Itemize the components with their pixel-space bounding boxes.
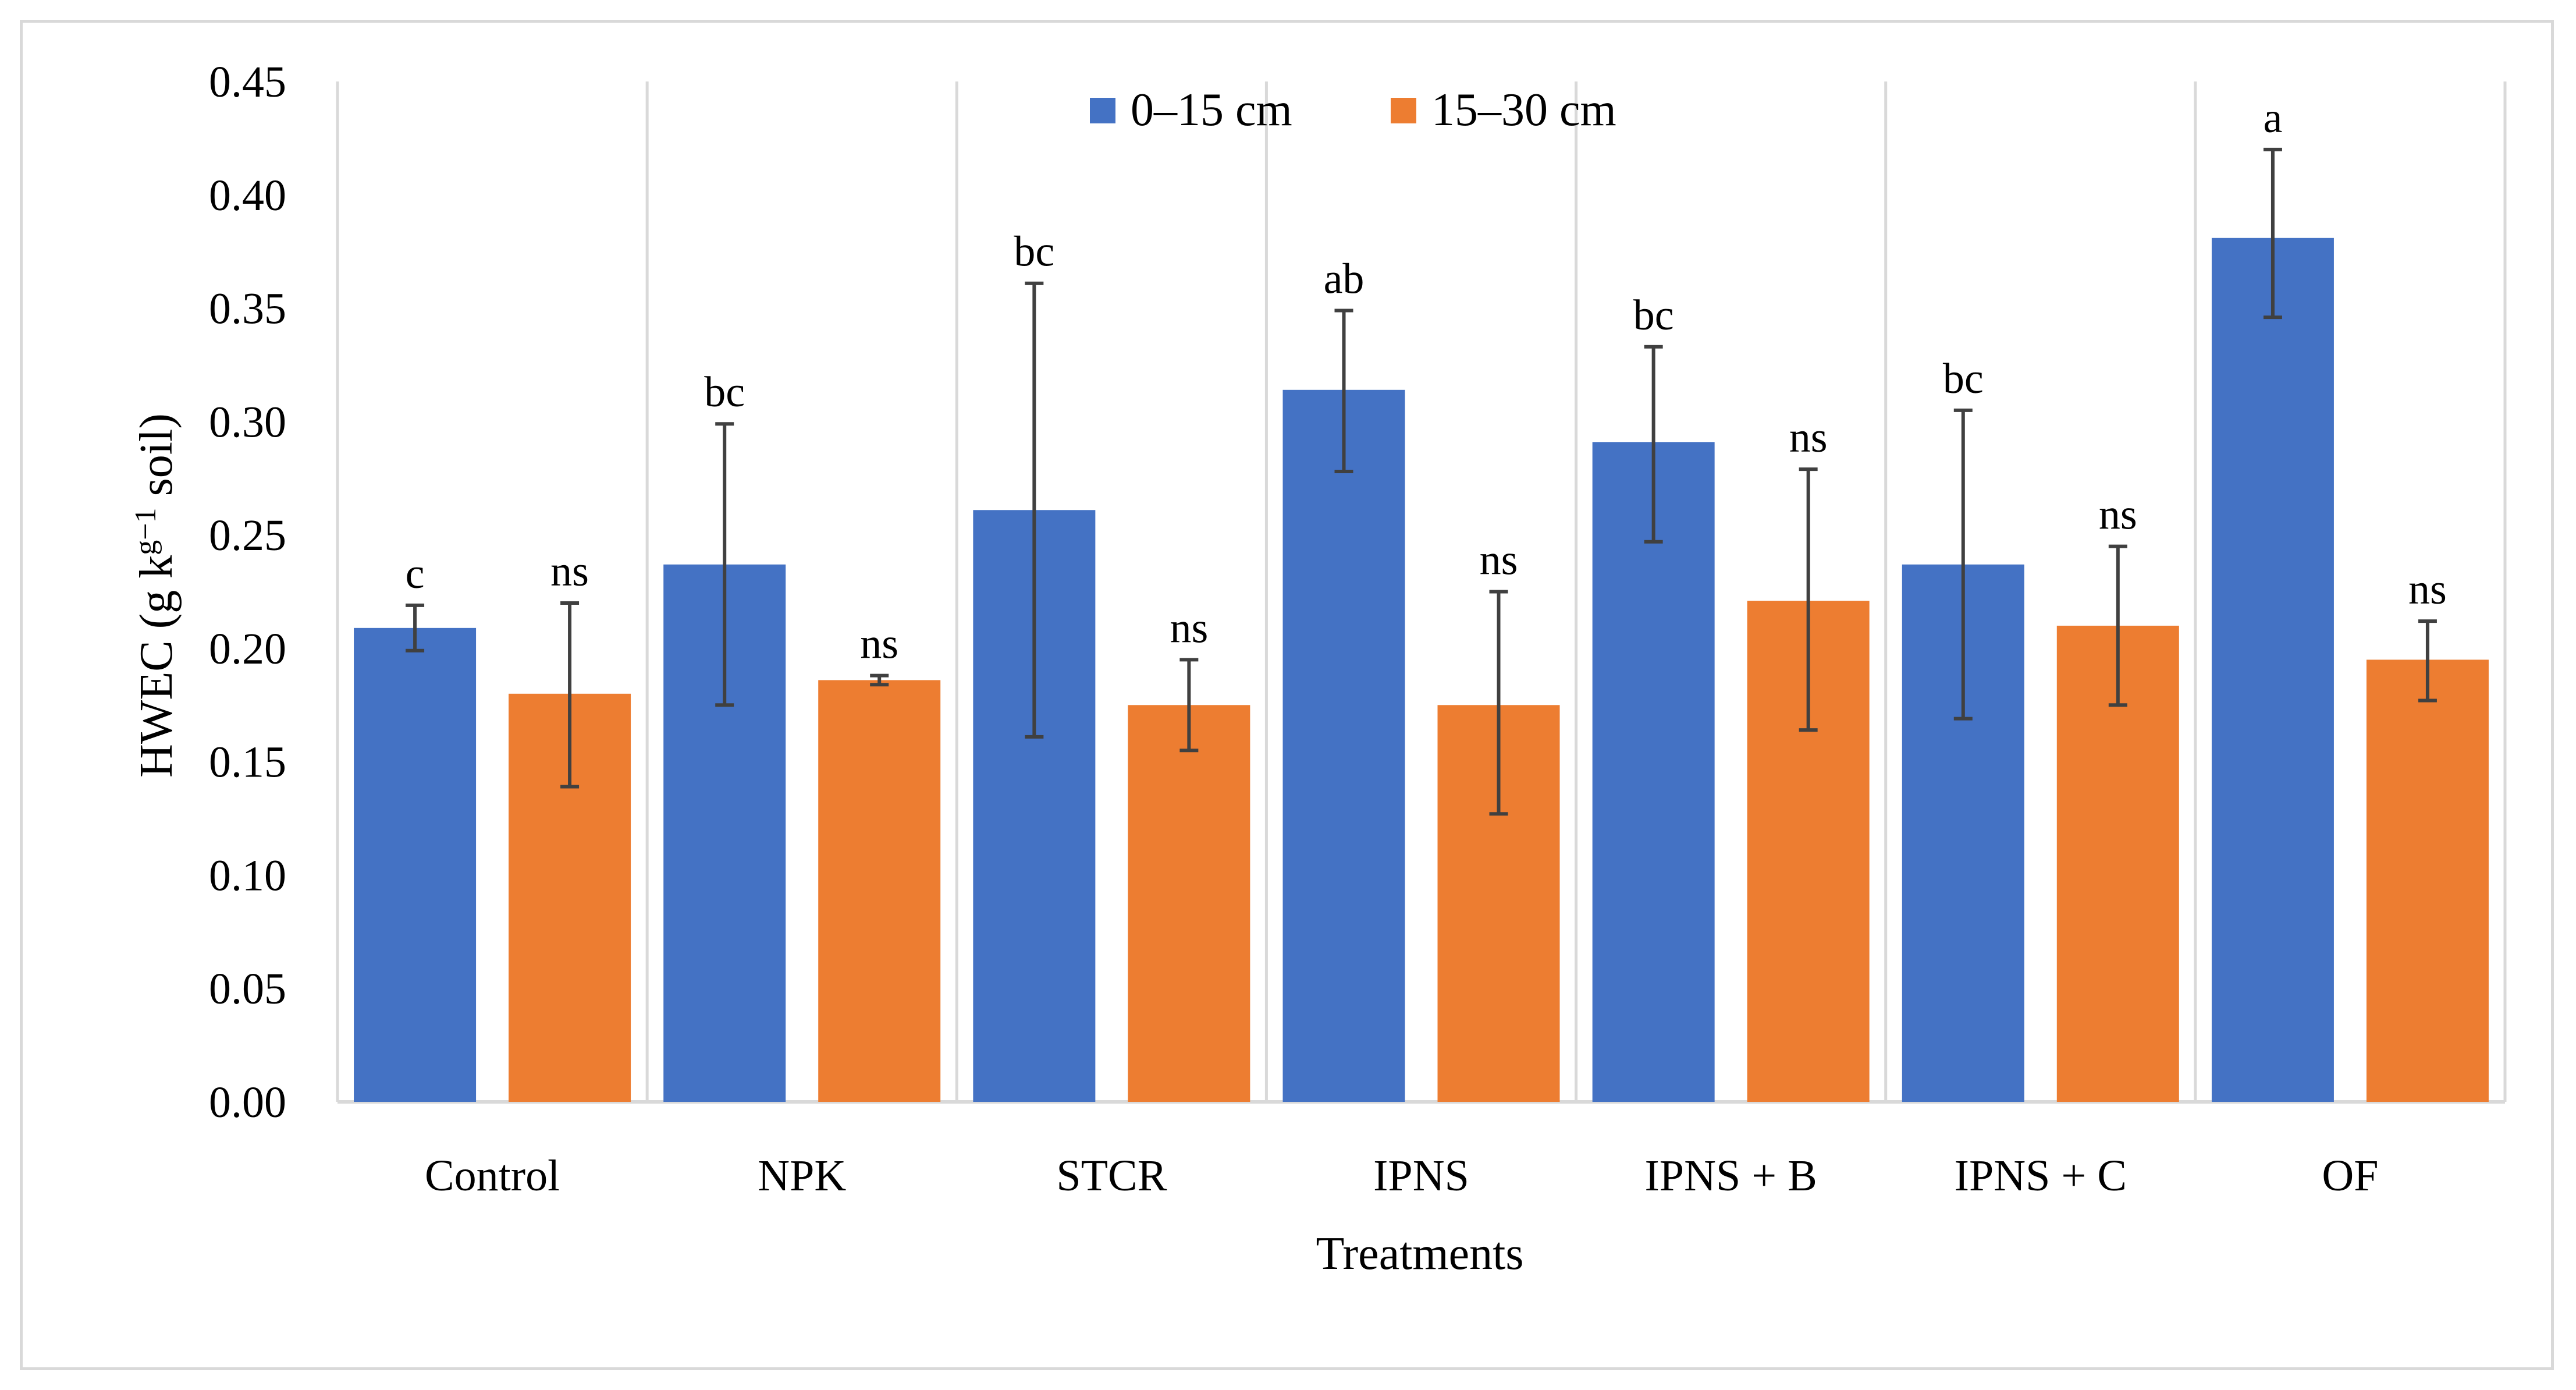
significance-label-ipns-15-30cm: ns	[1480, 537, 1518, 584]
legend-swatch-15-30cm	[1391, 98, 1416, 123]
error-bar-stcr-15-30cm	[1179, 658, 1199, 753]
error-bar-ipns-c-0-15cm	[1953, 408, 1973, 721]
significance-label-ipns-b-15-30cm: ns	[1789, 414, 1828, 462]
error-bar-ipns-15-30cm	[1489, 590, 1508, 816]
error-bar-ipns-c-15-30cm	[2108, 544, 2127, 707]
significance-label-of-15-30cm: ns	[2408, 566, 2447, 614]
y-tick-label-0.35: 0.35	[209, 285, 286, 334]
bar-ipns-0-15cm	[1282, 389, 1405, 1102]
bar-of-15-30cm	[2366, 659, 2489, 1102]
error-bar-ipns-b-15-30cm	[1799, 467, 1818, 732]
x-tick-label-ipns-b: IPNS + B	[1645, 1151, 1817, 1200]
error-bar-ipns-b-0-15cm	[1644, 345, 1663, 544]
y-tick-label-0.05: 0.05	[209, 965, 286, 1013]
bar-ipns-b-0-15cm	[1592, 442, 1715, 1102]
significance-label-ipns-c-15-30cm: ns	[2099, 491, 2137, 539]
y-tick-label-0.30: 0.30	[209, 398, 286, 446]
significance-label-ipns-b-0-15cm: bc	[1633, 292, 1674, 339]
y-tick-label-0.25: 0.25	[209, 511, 286, 560]
error-bar-ipns-0-15cm	[1334, 309, 1353, 474]
y-tick-label-0.10: 0.10	[209, 851, 286, 900]
significance-label-control-0-15cm: c	[406, 550, 425, 598]
x-tick-label-control: Control	[425, 1151, 560, 1200]
y-tick-label-0.45: 0.45	[209, 58, 286, 107]
significance-label-npk-15-30cm: ns	[860, 620, 898, 668]
x-tick-label-ipns-c: IPNS + C	[1955, 1151, 2127, 1200]
bars-layer	[354, 237, 2489, 1102]
x-axis-title: Treatments	[1316, 1228, 1523, 1279]
error-bar-control-0-15cm	[406, 603, 425, 653]
x-tick-label-stcr: STCR	[1056, 1151, 1167, 1200]
significance-label-stcr-15-30cm: ns	[1170, 604, 1208, 652]
legend-label-0-15cm: 0–15 cm	[1131, 84, 1292, 136]
bar-control-0-15cm	[354, 627, 477, 1102]
legend-swatch-0-15cm	[1090, 98, 1115, 123]
x-tick-label-npk: NPK	[758, 1151, 846, 1200]
y-axis-title-sup-g: g	[129, 540, 162, 555]
error-bar-npk-0-15cm	[715, 422, 734, 707]
error-bar-of-15-30cm	[2418, 619, 2437, 703]
bar-stcr-15-30cm	[1128, 705, 1250, 1102]
y-tick-label-0.40: 0.40	[209, 171, 286, 220]
significance-label-npk-0-15cm: bc	[704, 368, 745, 416]
significance-label-stcr-0-15cm: bc	[1014, 228, 1054, 276]
x-tick-label-of: OF	[2322, 1151, 2378, 1200]
legend-label-15-30cm: 15–30 cm	[1431, 84, 1616, 136]
significance-label-ipns-c-0-15cm: bc	[1943, 355, 1984, 403]
legend: 0–15 cm 15–30 cm	[1090, 84, 1616, 136]
y-axis-title: HWEC (g kg−1 soil)	[129, 413, 183, 778]
error-bar-of-0-15cm	[2263, 147, 2282, 320]
y-axis-title-suffix: soil)	[131, 413, 182, 508]
y-tick-label-0.15: 0.15	[209, 738, 286, 787]
error-bar-control-15-30cm	[560, 601, 580, 789]
labels-layer: 0.00 0.05 0.10 0.15 0.20 0.25 0.30 0.35 0.40 0.45…	[209, 58, 2447, 1200]
y-tick-label-0.20: 0.20	[209, 625, 286, 673]
error-bars-layer	[406, 147, 2437, 816]
significance-label-ipns-0-15cm: ab	[1324, 255, 1365, 303]
x-tick-label-ipns: IPNS	[1373, 1151, 1469, 1200]
significance-label-control-15-30cm: ns	[550, 548, 589, 595]
significance-label-of-0-15cm: a	[2263, 94, 2282, 142]
bar-of-0-15cm	[2211, 237, 2334, 1102]
y-axis-title-prefix: HWEC (g k	[131, 555, 182, 778]
y-tick-label-0.00: 0.00	[209, 1078, 286, 1127]
error-bar-npk-15-30cm	[870, 673, 889, 687]
bar-npk-15-30cm	[818, 680, 941, 1102]
grid-layer	[336, 81, 2507, 1104]
y-axis-title-sup-minus-one: −1	[129, 508, 162, 540]
error-bar-stcr-0-15cm	[1025, 281, 1044, 739]
